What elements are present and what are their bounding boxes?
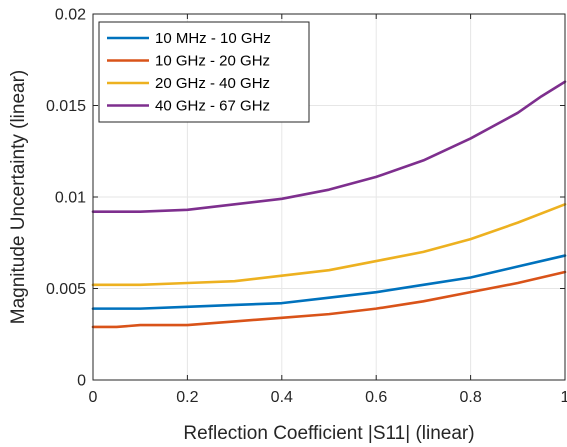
x-tick-label: 0.6	[365, 389, 387, 406]
y-axis-title: Magnitude Uncertainty (linear)	[8, 70, 29, 325]
x-tick-label: 0.8	[459, 389, 481, 406]
x-tick-label: 0.4	[271, 389, 293, 406]
legend-label: 10 GHz - 20 GHz	[155, 53, 270, 70]
tick-labels: 0 0.2 0.4 0.6 0.8 1 0 0.005 0.01 0.015 0.02	[46, 7, 567, 407]
series-line	[91, 270, 567, 329]
y-tick-label: 0.02	[55, 7, 86, 24]
legend: 10 MHz - 10 GHz 10 GHz - 20 GHz 20 GHz - 4…	[98, 21, 310, 123]
axes	[92, 13, 566, 381]
legend-label: 10 MHz - 10 GHz	[155, 30, 271, 47]
series-line	[91, 203, 567, 287]
legend-label: 40 GHz - 67 GHz	[155, 98, 270, 115]
y-tick-label: 0.005	[46, 281, 86, 298]
series-line	[91, 80, 567, 213]
x-tick-label: 0.2	[176, 389, 198, 406]
legend-label: 20 GHz - 40 GHz	[155, 75, 270, 92]
y-tick-label: 0	[77, 373, 86, 390]
x-tick-label: 1	[561, 389, 567, 406]
series-line	[91, 254, 567, 310]
series-lines	[91, 80, 567, 329]
x-tick-label: 0	[89, 389, 98, 406]
x-axis-title: Reflection Coefficient |S11| (linear)	[183, 423, 474, 444]
y-tick-label: 0.01	[55, 190, 86, 207]
y-tick-label: 0.015	[46, 98, 86, 115]
